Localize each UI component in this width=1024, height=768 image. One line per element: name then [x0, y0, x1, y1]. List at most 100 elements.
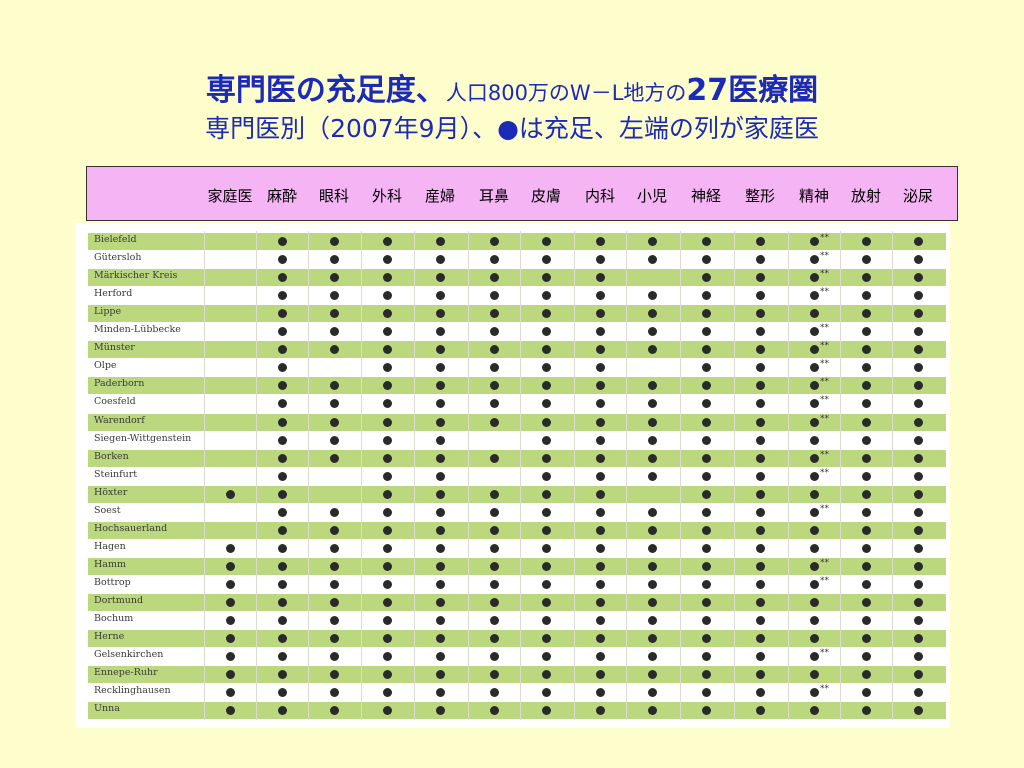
fulfilled-dot — [755, 489, 765, 499]
fulfilled-dot — [701, 273, 711, 283]
fulfilled-dot — [277, 706, 287, 716]
fulfilled-dot — [489, 255, 499, 265]
fulfilled-dot — [382, 273, 392, 283]
fulfilled-dot — [647, 507, 657, 517]
fulfilled-dot — [435, 670, 445, 680]
fulfilled-dot — [541, 489, 551, 499]
fulfilled-dot — [755, 345, 765, 355]
region-name: Höxter — [94, 486, 128, 498]
title-part1: 専門医の充足度、 — [205, 73, 446, 108]
fulfilled-dot — [435, 471, 445, 481]
fulfilled-dot — [913, 507, 923, 517]
fulfilled-dot — [913, 652, 923, 662]
fulfilled-dot — [382, 417, 392, 427]
fulfilled-dot — [861, 255, 871, 265]
fulfilled-dot — [595, 327, 605, 337]
fulfilled-dot — [329, 652, 339, 662]
table-row: Minden-Lübbecke ** — [88, 323, 946, 341]
fulfilled-dot — [861, 652, 871, 662]
fulfilled-dot — [277, 579, 287, 589]
fulfilled-dot — [913, 543, 923, 553]
fulfilled-dot — [277, 616, 287, 626]
fulfilled-dot — [861, 634, 871, 644]
fulfilled-dot — [701, 435, 711, 445]
fulfilled-dot — [329, 273, 339, 283]
fulfilled-dot — [329, 417, 339, 427]
fulfilled-dot — [382, 327, 392, 337]
region-name: Olpe — [94, 360, 117, 372]
table-row: Paderborn ** — [88, 377, 946, 395]
region-name: Herne — [94, 631, 125, 643]
fulfilled-dot — [861, 507, 871, 517]
fulfilled-dot — [277, 507, 287, 517]
fulfilled-dot — [435, 435, 445, 445]
fulfilled-dot — [755, 435, 765, 445]
fulfilled-dot — [489, 688, 499, 698]
fulfilled-dot — [541, 525, 551, 535]
table-row: Bottrop ** — [88, 575, 946, 593]
fulfilled-dot — [541, 291, 551, 301]
fulfilled-dot — [701, 309, 711, 319]
table-row: Ennepe-Ruhr — [88, 666, 946, 684]
fulfilled-dot — [913, 489, 923, 499]
fulfilled-dot — [329, 598, 339, 607]
fulfilled-dot — [755, 273, 765, 283]
region-name: Hamm — [94, 558, 126, 570]
fulfilled-dot — [701, 652, 711, 662]
table-row: Unna — [88, 702, 946, 720]
fulfilled-dot — [647, 579, 657, 589]
fulfilled-dot — [701, 381, 711, 391]
fulfilled-dot — [435, 309, 445, 319]
fulfilled-dot — [861, 561, 871, 571]
fulfilled-dot — [913, 706, 923, 716]
fulfilled-dot — [541, 579, 551, 589]
fulfilled-dot — [382, 543, 392, 553]
fulfilled-dot — [755, 399, 765, 409]
column-divider — [626, 231, 627, 720]
fulfilled-dot — [755, 309, 765, 319]
column-header-3: 外科 — [371, 187, 402, 205]
fulfilled-dot — [913, 670, 923, 680]
fulfilled-dot — [277, 652, 287, 662]
fulfilled-dot — [541, 543, 551, 553]
fulfilled-dot — [701, 688, 711, 698]
fulfilled-dot — [329, 453, 339, 463]
column-divider — [734, 231, 735, 720]
stars-marker: ** — [820, 648, 829, 659]
fulfilled-dot — [647, 561, 657, 571]
fulfilled-dot — [595, 471, 605, 481]
fulfilled-dot — [861, 579, 871, 589]
table-row: Gelsenkirchen ** — [88, 648, 946, 666]
fulfilled-dot — [277, 670, 287, 680]
fulfilled-dot — [647, 525, 657, 535]
table-row: Recklinghausen ** — [88, 684, 946, 702]
fulfilled-dot — [647, 255, 657, 265]
fulfilled-dot — [913, 616, 923, 626]
fulfilled-dot — [329, 327, 339, 337]
fulfilled-dot — [382, 363, 392, 373]
fulfilled-dot — [861, 543, 871, 553]
column-divider — [256, 231, 257, 720]
fulfilled-dot — [489, 598, 499, 607]
fulfilled-dot — [541, 652, 551, 662]
fulfilled-dot — [382, 381, 392, 391]
region-name: Coesfeld — [94, 396, 136, 408]
fulfilled-dot — [647, 543, 657, 553]
column-header-10: 整形 — [744, 187, 775, 205]
fulfilled-dot — [595, 273, 605, 283]
fulfilled-dot — [541, 327, 551, 337]
fulfilled-dot — [329, 616, 339, 626]
fulfilled-dot — [755, 237, 765, 246]
fulfilled-dot — [329, 688, 339, 698]
column-header-7: 内科 — [584, 187, 615, 205]
fulfilled-dot — [913, 291, 923, 301]
fulfilled-dot — [329, 435, 339, 445]
table-row: Herne — [88, 630, 946, 648]
table-row: Warendorf ** — [88, 413, 946, 431]
fulfilled-dot — [382, 634, 392, 644]
fulfilled-dot — [489, 634, 499, 644]
fulfilled-dot — [809, 598, 819, 607]
fulfilled-dot — [489, 453, 499, 463]
fulfilled-dot — [647, 471, 657, 481]
table-row: Herford ** — [88, 287, 946, 305]
